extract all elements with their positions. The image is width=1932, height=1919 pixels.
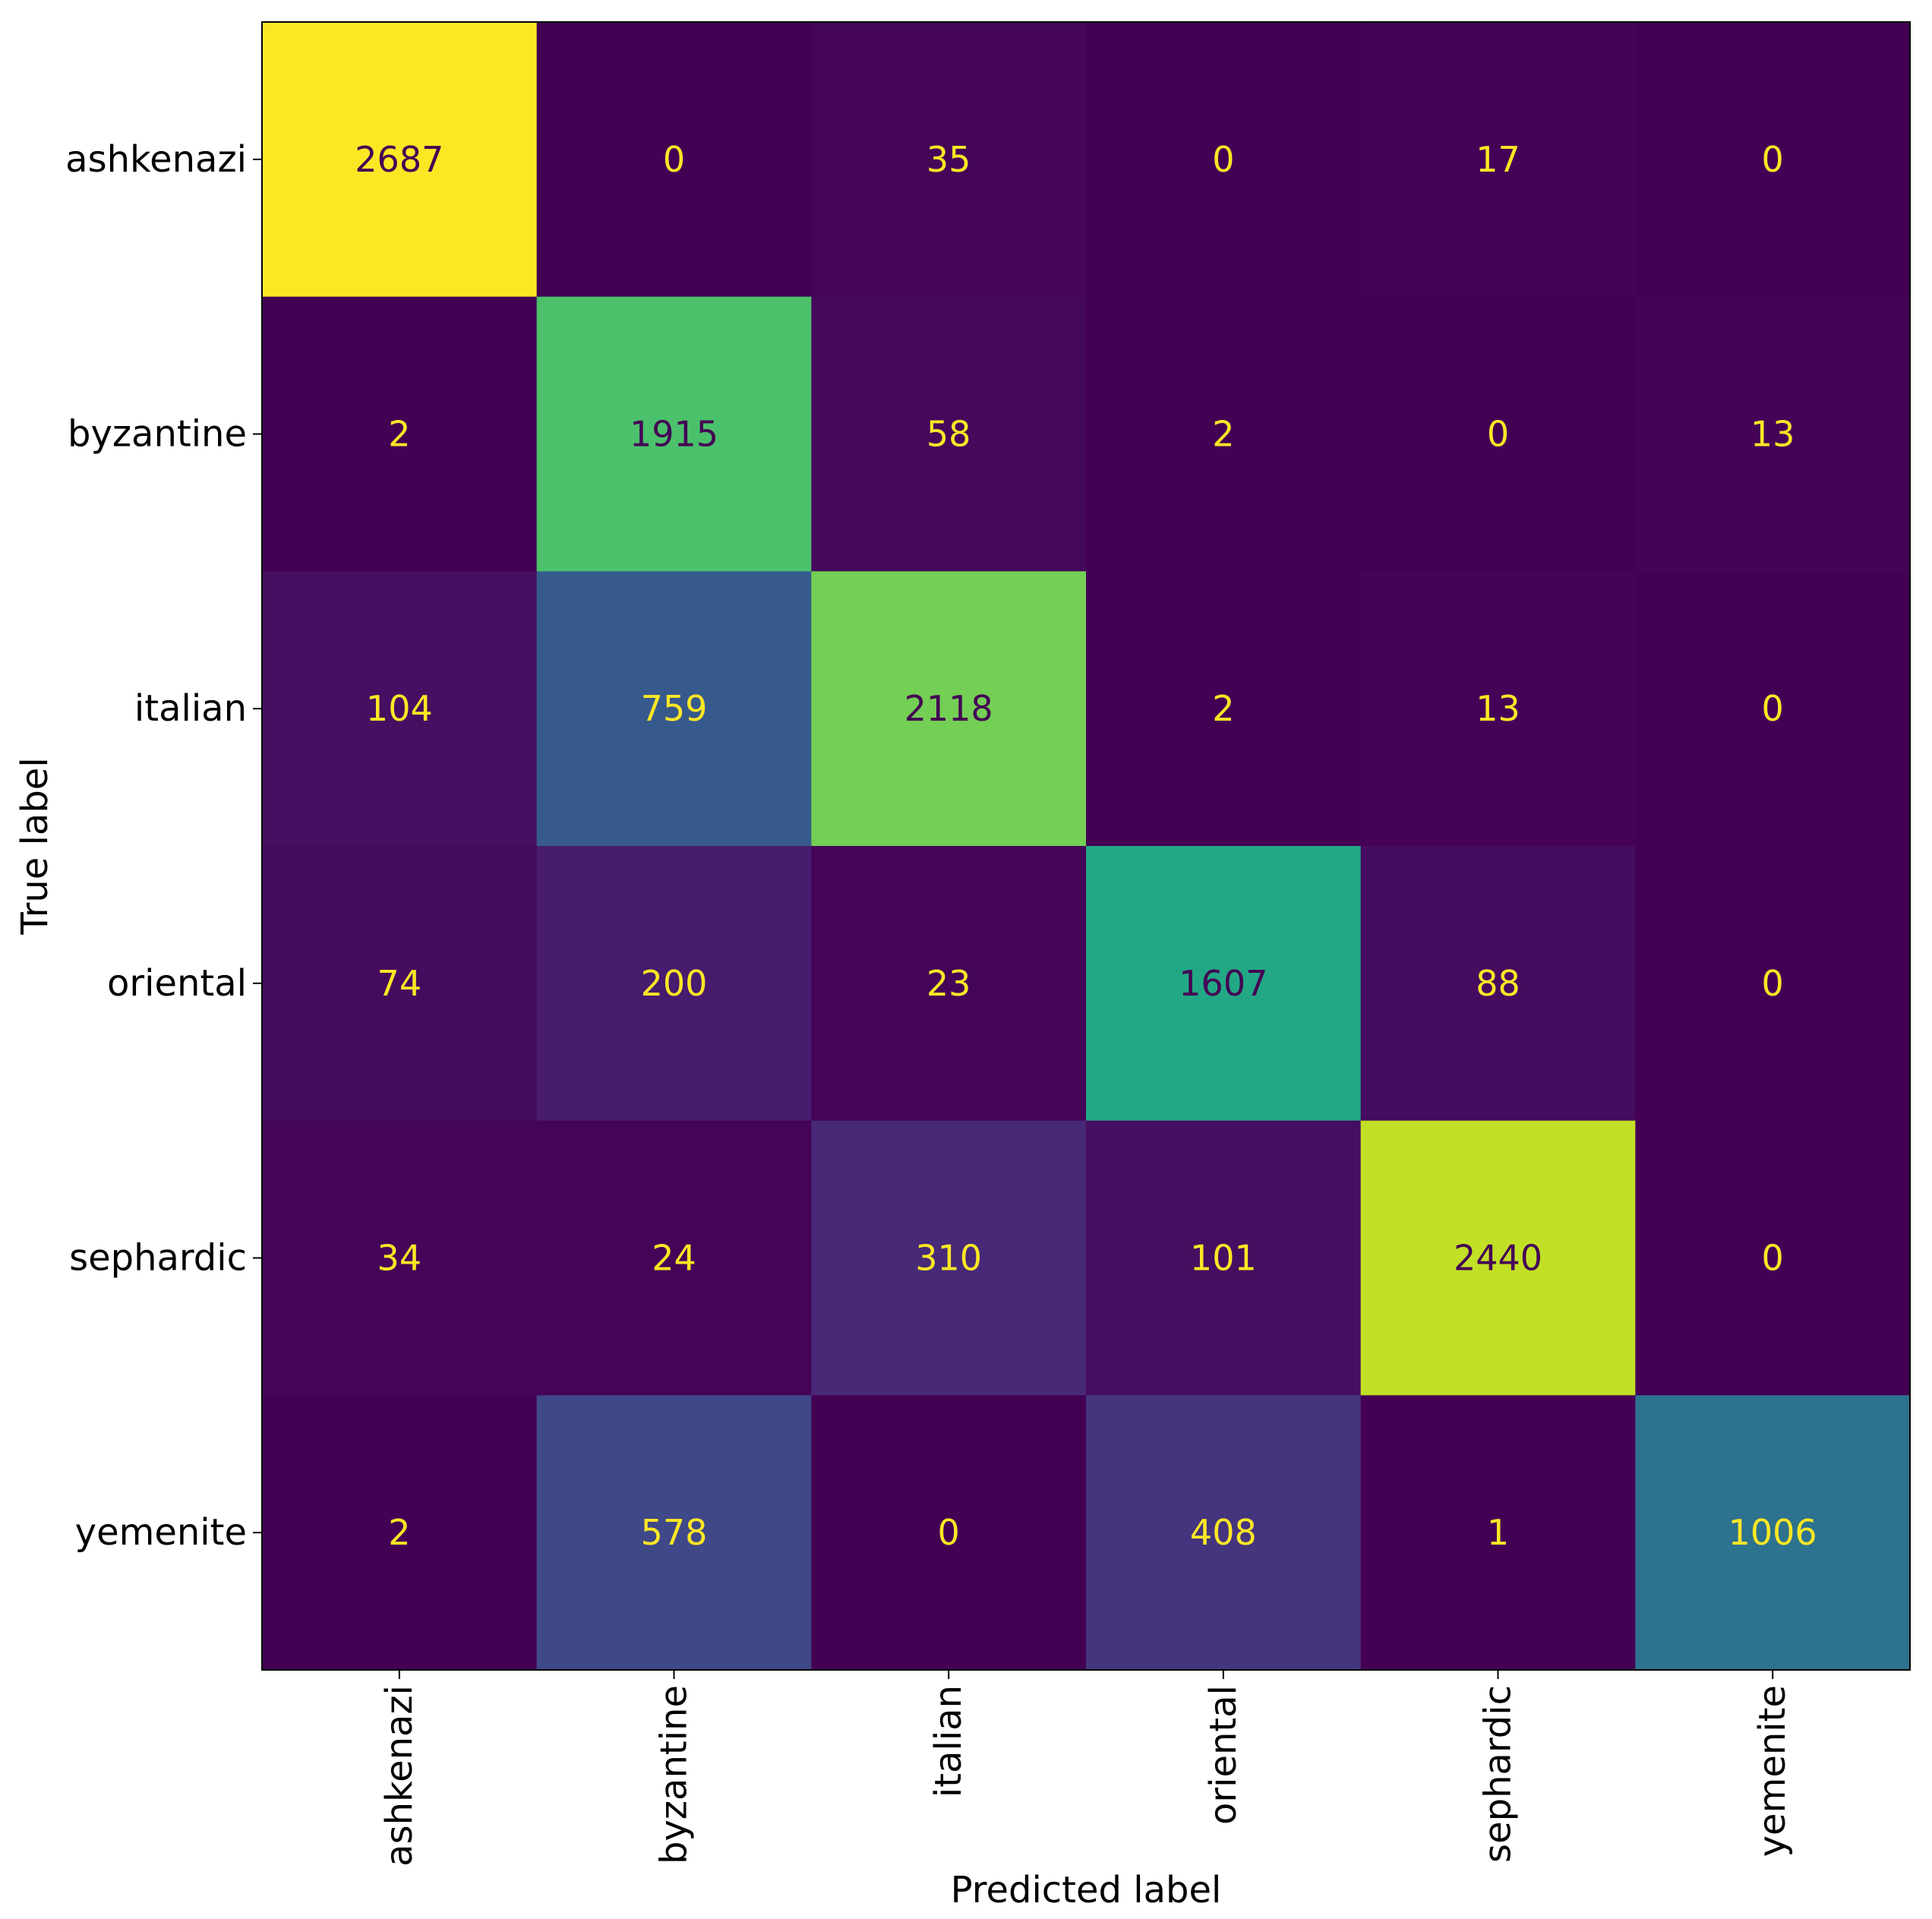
heatmap-cell-sephardic-byzantine (536, 1120, 812, 1396)
heatmap-cell-oriental-yemenite (1635, 846, 1911, 1122)
heatmap-cell-yemenite-italian (811, 1395, 1087, 1671)
x-tick-label-byzantine: byzantine (653, 1685, 696, 1864)
heatmap-cell-ashkenazi-italian (811, 22, 1087, 298)
heatmap-cell-sephardic-ashkenazi (262, 1120, 538, 1396)
cell-value-label: 88 (1476, 963, 1520, 1004)
cell-value-label: 0 (1762, 688, 1784, 729)
heatmap-cell-byzantine-oriental (1086, 296, 1362, 572)
cell-value-label: 101 (1190, 1238, 1257, 1279)
plot-frame (261, 21, 1911, 1671)
y-axis-ticks: ashkenazi byzantine italian oriental sephard… (65, 138, 262, 1554)
cell-value-label: 34 (377, 1238, 422, 1279)
cell-value-label: 578 (641, 1512, 708, 1553)
cell-value-label: 0 (663, 139, 685, 180)
x-axis-ticks: ashkenazi byzantine italian oriental sephard… (378, 1670, 1794, 1867)
cell-value-label: 1 (1487, 1512, 1509, 1553)
cell-value-label: 0 (1212, 139, 1234, 180)
cell-value-label: 0 (1487, 414, 1509, 455)
heatmap-cell-byzantine-sephardic (1360, 296, 1636, 572)
cell-value-label: 2 (1212, 414, 1234, 455)
cell-value-label: 17 (1476, 139, 1520, 180)
cell-value-label: 2 (388, 414, 410, 455)
y-axis-title: True label (14, 757, 56, 935)
heatmap-cell-byzantine-byzantine (536, 296, 812, 572)
heatmap-cell-yemenite-oriental (1086, 1395, 1362, 1671)
heatmap-cell-oriental-sephardic (1360, 846, 1636, 1122)
y-tick-label-yemenite: yemenite (75, 1511, 247, 1554)
heatmap-cell-ashkenazi-sephardic (1360, 22, 1636, 298)
heatmap-cell-sephardic-sephardic (1360, 1120, 1636, 1396)
cell-value-label: 104 (366, 688, 433, 729)
x-tick-label-oriental: oriental (1202, 1685, 1245, 1825)
cell-value-label: 1006 (1728, 1512, 1817, 1553)
heatmap-cell-italian-yemenite (1635, 571, 1911, 847)
cell-value-label: 2687 (355, 139, 444, 180)
cell-value-label: 408 (1190, 1512, 1257, 1553)
cell-value-label: 24 (652, 1238, 696, 1279)
heatmap-cell-oriental-byzantine (536, 846, 812, 1122)
heatmap-cell-sephardic-italian (811, 1120, 1087, 1396)
heatmap-cell-ashkenazi-oriental (1086, 22, 1362, 298)
x-tick-label-yemenite: yemenite (1751, 1685, 1794, 1857)
heatmap-cell-italian-italian (811, 571, 1087, 847)
heatmap-cell-oriental-oriental (1086, 846, 1362, 1122)
cell-value-label: 0 (1762, 1238, 1784, 1279)
cell-value-label: 58 (927, 414, 971, 455)
heatmap-cells (262, 22, 1911, 1671)
cell-value-label: 35 (927, 139, 971, 180)
heatmap-cell-byzantine-yemenite (1635, 296, 1911, 572)
cell-value-label: 2440 (1454, 1238, 1542, 1279)
cell-value-label: 74 (377, 963, 422, 1004)
heatmap-cell-yemenite-yemenite (1635, 1395, 1911, 1671)
cell-value-label: 2118 (904, 688, 993, 729)
cell-value-label: 0 (1762, 963, 1784, 1004)
y-tick-label-byzantine: byzantine (68, 413, 247, 456)
cell-value-label: 13 (1750, 414, 1795, 455)
heatmap-cell-byzantine-italian (811, 296, 1087, 572)
x-axis-title: Predicted label (951, 1869, 1222, 1911)
heatmap-cell-yemenite-byzantine (536, 1395, 812, 1671)
heatmap-cell-oriental-ashkenazi (262, 846, 538, 1122)
cell-value-label: 1915 (630, 414, 718, 455)
heatmap-cell-italian-oriental (1086, 571, 1362, 847)
heatmap-cell-italian-byzantine (536, 571, 812, 847)
cell-value-label: 23 (927, 963, 971, 1004)
heatmap-cell-byzantine-ashkenazi (262, 296, 538, 572)
cell-value-label: 310 (915, 1238, 982, 1279)
x-tick-label-ashkenazi: ashkenazi (378, 1685, 421, 1867)
heatmap-cell-italian-ashkenazi (262, 571, 538, 847)
y-tick-label-sephardic: sephardic (69, 1237, 247, 1280)
cell-value-label: 2 (1212, 688, 1234, 729)
y-tick-label-oriental: oriental (107, 962, 247, 1005)
heatmap-cell-ashkenazi-byzantine (536, 22, 812, 298)
y-tick-label-italian: italian (134, 687, 247, 730)
heatmap-cell-sephardic-oriental (1086, 1120, 1362, 1396)
cell-value-label: 1607 (1179, 963, 1267, 1004)
heatmap-cell-yemenite-ashkenazi (262, 1395, 538, 1671)
cell-value-label: 0 (938, 1512, 960, 1553)
heatmap-cell-oriental-italian (811, 846, 1087, 1122)
heatmap-cell-italian-sephardic (1360, 571, 1636, 847)
heatmap-cell-ashkenazi-yemenite (1635, 22, 1911, 298)
y-tick-label-ashkenazi: ashkenazi (65, 138, 247, 181)
cell-value-label: 759 (641, 688, 708, 729)
cell-value-label: 2 (388, 1512, 410, 1553)
cell-value-label: 0 (1762, 139, 1784, 180)
cell-value-label: 13 (1476, 688, 1520, 729)
heatmap-cell-yemenite-sephardic (1360, 1395, 1636, 1671)
x-tick-label-italian: italian (927, 1685, 970, 1797)
cell-value-label: 200 (641, 963, 708, 1004)
heatmap-cell-sephardic-yemenite (1635, 1120, 1911, 1396)
x-tick-label-sephardic: sephardic (1477, 1685, 1520, 1863)
heatmap-cell-ashkenazi-ashkenazi (262, 22, 538, 298)
